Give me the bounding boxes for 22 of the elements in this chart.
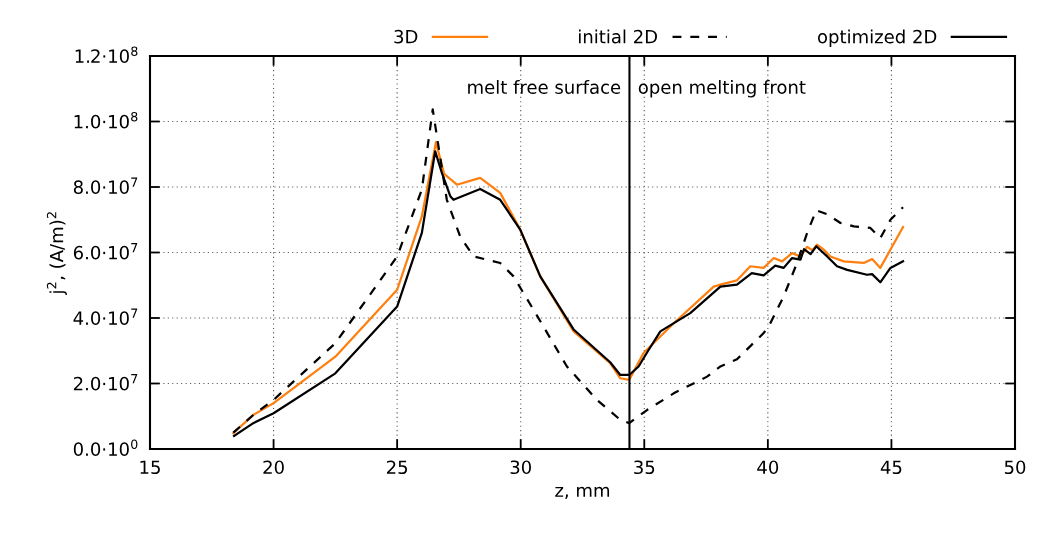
x-tick-label: 40	[757, 460, 779, 475]
y-tick-label: 0.0·10$^{0}$	[73, 439, 138, 456]
legend-label: 3D	[394, 29, 418, 44]
x-tick-label: 25	[386, 460, 408, 475]
y-axis-title: j$^{2}$, (A/m)$^{2}$	[46, 212, 67, 295]
y-tick-label: 2.0·10$^{7}$	[73, 374, 138, 391]
annotation: open melting front	[638, 80, 806, 98]
x-tick-label: 50	[1004, 460, 1026, 475]
y-tick-label: 6.0·10$^{7}$	[73, 243, 138, 260]
x-tick-label: 15	[140, 460, 160, 475]
legend-label: initial 2D	[579, 29, 658, 44]
legend-label: optimized 2D	[817, 29, 937, 47]
y-tick-label: 1.2·10$^{8}$	[75, 46, 138, 63]
x-tick-label: 35	[634, 460, 655, 475]
x-tick-label: 30	[510, 460, 531, 475]
annotation: melt free surface	[468, 80, 621, 94]
y-tick-label: 8.0·10$^{7}$	[73, 177, 138, 194]
y-tick-label: 4.0·10$^{7}$	[73, 308, 138, 325]
x-axis-title: z, mm	[555, 486, 610, 499]
x-tick-label: 45	[880, 460, 902, 475]
x-tick-label: 20	[263, 460, 284, 475]
y-tick-label: 1.0·10$^{8}$	[74, 111, 138, 129]
